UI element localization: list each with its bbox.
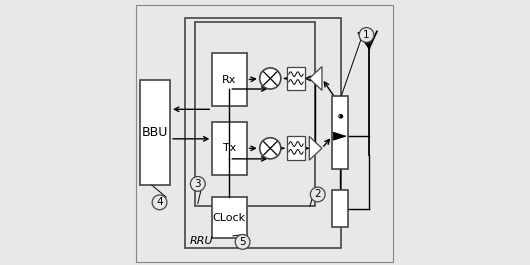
Bar <box>213 197 246 238</box>
Polygon shape <box>333 132 346 140</box>
Text: Rx: Rx <box>222 75 236 85</box>
Circle shape <box>260 138 281 159</box>
Text: 5: 5 <box>239 237 246 247</box>
Bar <box>140 80 170 185</box>
Bar <box>195 22 315 206</box>
Text: RRU: RRU <box>190 236 214 246</box>
Polygon shape <box>310 67 322 90</box>
Circle shape <box>339 114 342 118</box>
Circle shape <box>311 187 325 202</box>
Bar <box>287 67 305 90</box>
Text: 1: 1 <box>363 30 370 40</box>
Bar <box>332 96 348 169</box>
Circle shape <box>260 68 281 89</box>
Text: BBU: BBU <box>142 126 168 139</box>
Text: 3: 3 <box>195 179 201 189</box>
Circle shape <box>190 176 205 191</box>
Circle shape <box>152 195 167 210</box>
Bar <box>332 191 348 227</box>
Bar <box>287 136 305 160</box>
Circle shape <box>235 235 250 249</box>
Bar <box>213 54 246 106</box>
Text: 4: 4 <box>156 197 163 207</box>
Polygon shape <box>310 136 322 160</box>
Circle shape <box>359 28 374 42</box>
Text: CLock: CLock <box>213 213 246 223</box>
Text: 2: 2 <box>314 189 321 200</box>
Bar <box>213 122 246 175</box>
Text: Tx: Tx <box>223 143 236 153</box>
Bar <box>184 18 341 249</box>
